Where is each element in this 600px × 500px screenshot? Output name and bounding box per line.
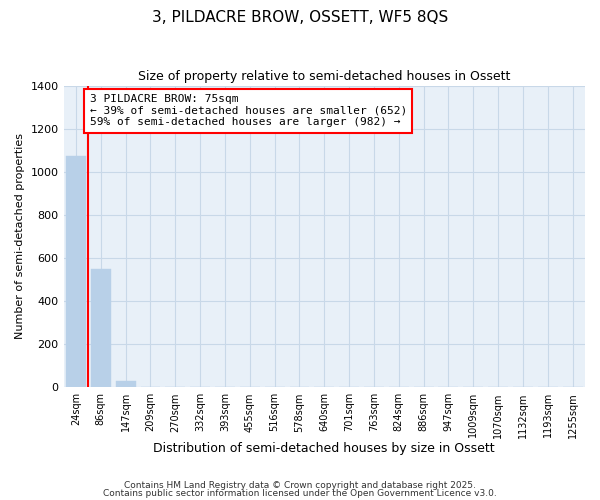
Text: 3 PILDACRE BROW: 75sqm
← 39% of semi-detached houses are smaller (652)
59% of se: 3 PILDACRE BROW: 75sqm ← 39% of semi-det… <box>89 94 407 128</box>
Bar <box>66 156 86 388</box>
Text: Contains public sector information licensed under the Open Government Licence v3: Contains public sector information licen… <box>103 488 497 498</box>
Text: Contains HM Land Registry data © Crown copyright and database right 2025.: Contains HM Land Registry data © Crown c… <box>124 481 476 490</box>
Title: Size of property relative to semi-detached houses in Ossett: Size of property relative to semi-detach… <box>138 70 511 83</box>
Bar <box>116 381 136 388</box>
Bar <box>91 269 111 388</box>
Text: 3, PILDACRE BROW, OSSETT, WF5 8QS: 3, PILDACRE BROW, OSSETT, WF5 8QS <box>152 10 448 25</box>
X-axis label: Distribution of semi-detached houses by size in Ossett: Distribution of semi-detached houses by … <box>154 442 495 455</box>
Y-axis label: Number of semi-detached properties: Number of semi-detached properties <box>15 134 25 340</box>
